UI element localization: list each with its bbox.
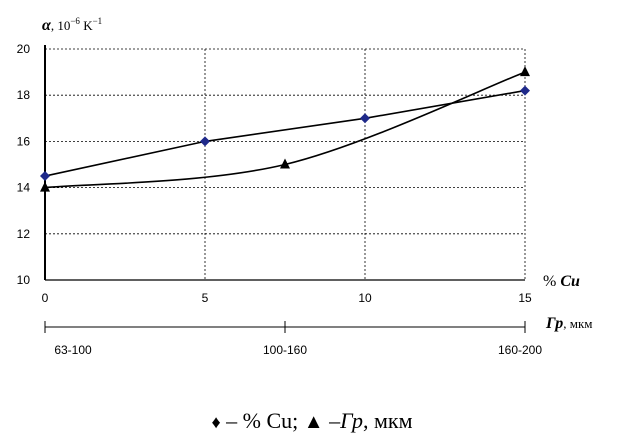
x-axis-label-secondary: Гр, мкм [545,315,593,332]
secondary-tick-label: 63-100 [54,343,92,357]
y-axis-label: α, 10−6 K−1 [42,16,102,34]
series-cu-point [200,136,210,147]
y-tick-label: 10 [17,273,31,287]
x-axis-symbol: Cu [560,273,580,290]
series [40,66,530,192]
y-axis-unit-main: K [80,18,93,33]
y-axis-unit-exp2: −1 [93,16,103,26]
legend-triangle-symbol: Гр [339,408,363,433]
legend-diamond-text: – % Cu; [221,408,304,433]
secondary-tick-label: 100-160 [263,343,307,357]
secondary-axis-symbol: Гр [545,315,563,332]
x-tick-label: 5 [202,291,209,305]
x-tick-label: 10 [358,291,372,305]
legend-triangle-unit: , мкм [363,408,413,433]
y-tick-label: 18 [17,88,31,102]
x-axis-label-primary: % Cu [543,273,580,290]
tick-labels: 10 12 14 16 18 20 0 5 10 15 63-100 100-160 160-200 [17,42,543,357]
series-cu-point [520,85,530,96]
secondary-tick-label: 160-200 [498,343,542,357]
y-tick-label: 16 [17,134,31,148]
axes [44,45,526,333]
series-gr-point [280,158,290,169]
legend: ♦ – % Cu; ▲ –Гр, мкм [211,408,412,433]
y-tick-label: 20 [17,42,31,56]
x-tick-label: 15 [518,291,532,305]
series-cu-line [44,89,526,177]
x-axis-prefix: % [543,273,560,290]
series-gr-point [520,66,530,77]
y-tick-label: 12 [17,227,31,241]
legend-diamond-glyph: ♦ [211,412,220,432]
y-axis-unit-exp: −6 [70,16,80,26]
series-cu-point [40,171,50,182]
legend-triangle-glyph: ▲ [304,411,324,433]
x-tick-label: 0 [42,291,49,305]
grid-lines [45,48,526,280]
y-axis-unit-prefix: , 10 [51,18,71,33]
series-gr-point [40,181,50,192]
legend-triangle-prefix: – [324,408,342,433]
y-axis-symbol: α [42,17,52,34]
series-cu-point [360,113,370,124]
secondary-axis-unit: , мкм [563,316,592,331]
y-tick-label: 14 [17,181,31,195]
